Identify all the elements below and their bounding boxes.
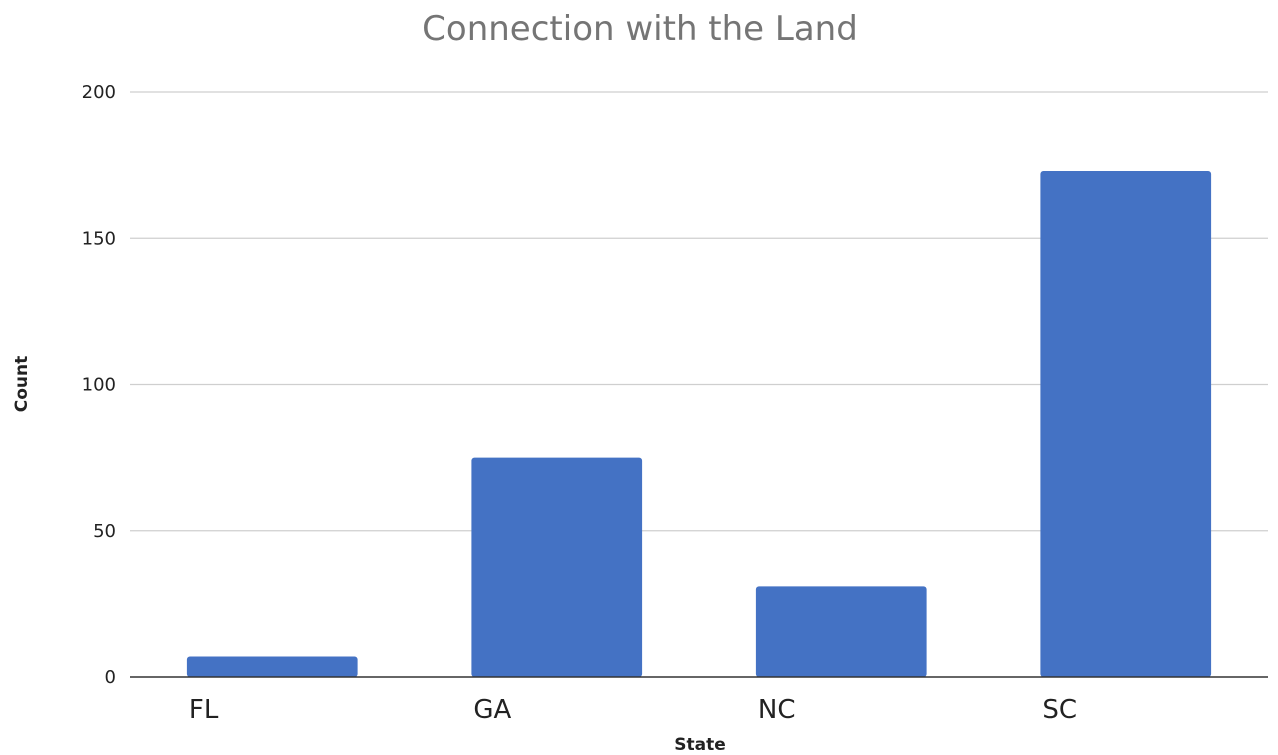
y-tick-label: 150 [82,228,116,249]
bar-nc [755,586,927,677]
bars [186,170,1212,677]
y-tick-label: 200 [82,82,116,103]
y-axis-ticks: 0 50 100 150 200 [82,82,116,688]
x-axis-label: State [674,735,726,755]
x-axis-ticks: FL GA NC SC [189,695,1077,725]
y-tick-label: 0 [105,667,116,688]
x-tick-label: NC [758,695,796,725]
x-tick-label: FL [189,695,219,725]
x-tick-label: GA [473,695,511,725]
bar-ga [471,457,643,677]
x-tick-label: SC [1042,695,1077,725]
bar-sc [1040,170,1212,677]
bar-fl [186,656,358,677]
y-tick-label: 100 [82,375,116,396]
y-axis-label: Count [12,356,32,413]
y-tick-label: 50 [93,521,116,542]
chart-title: Connection with the Land [422,9,858,49]
